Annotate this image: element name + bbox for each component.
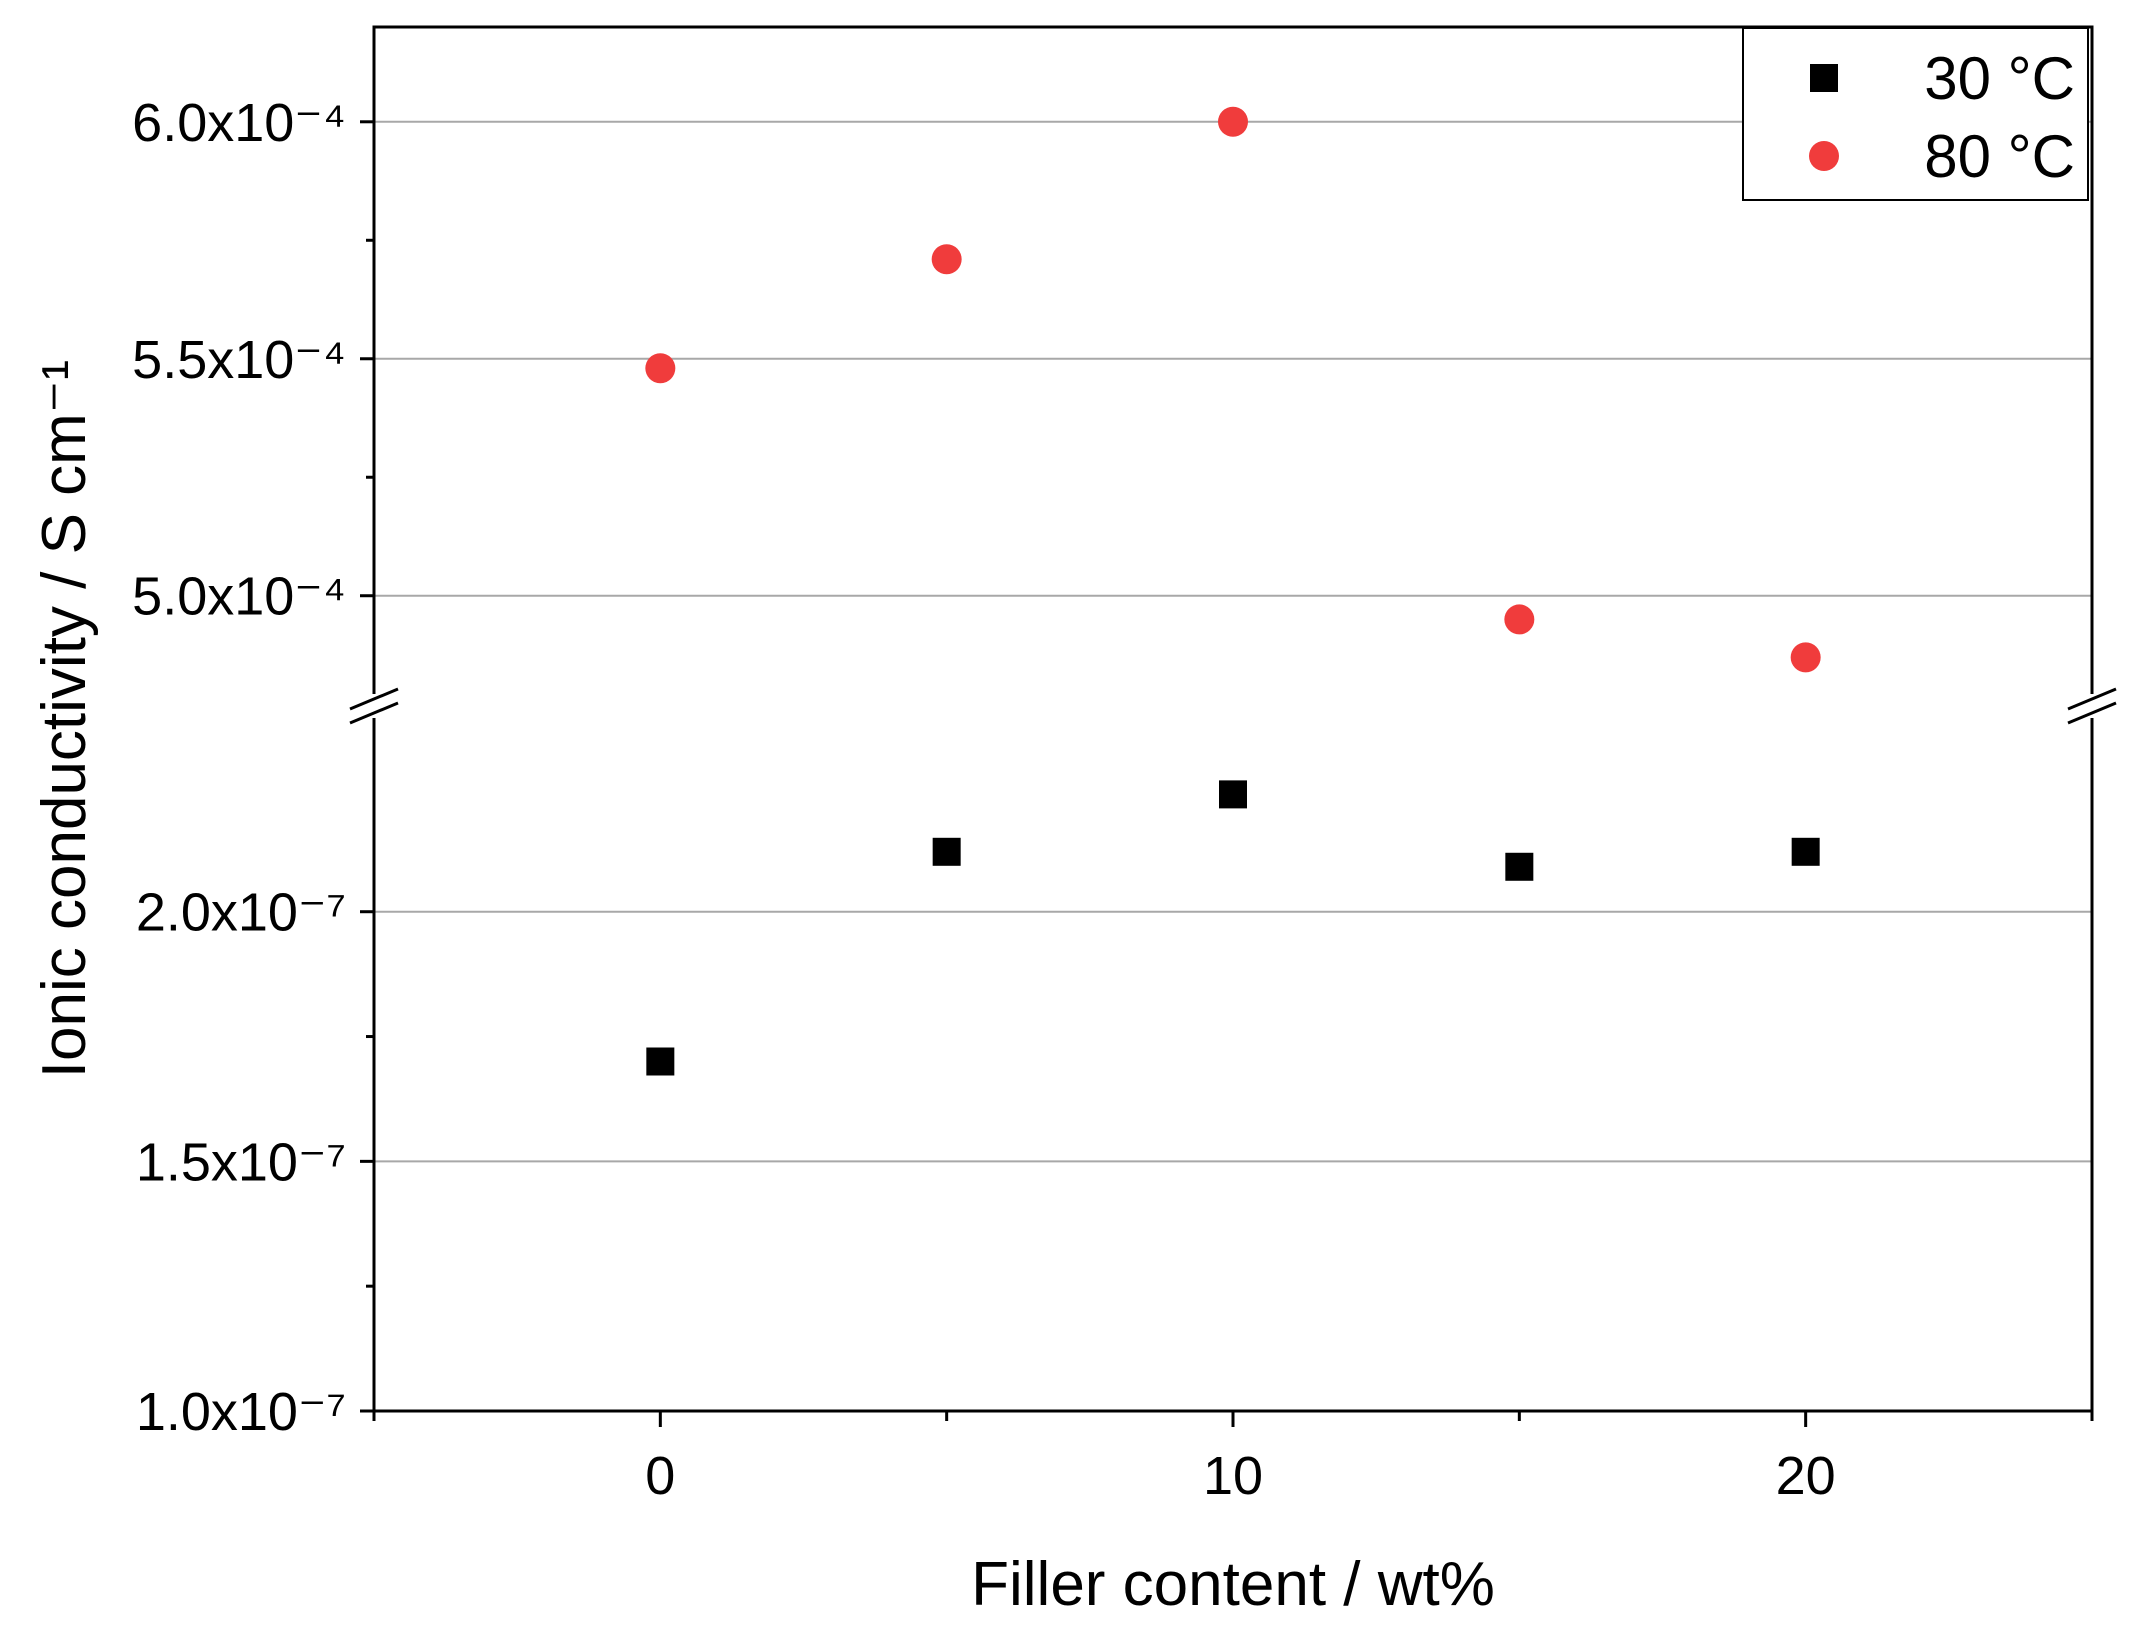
x-tick-label-2: 20 bbox=[1776, 1446, 1836, 1506]
data-point-0-4 bbox=[1791, 837, 1820, 866]
data-point-1-0 bbox=[645, 353, 676, 384]
data-point-1-2 bbox=[1218, 106, 1248, 137]
y-tick-label-upper-1: 5.5x10⁻⁴ bbox=[132, 330, 346, 390]
data-point-1-3 bbox=[1504, 604, 1535, 635]
axis-break-marks bbox=[349, 687, 2117, 725]
legend-marker-1 bbox=[1809, 141, 1839, 171]
axis-break-slash-0-0 bbox=[349, 687, 399, 711]
y-tick-label-lower-2: 2.0x10⁻⁷ bbox=[136, 883, 346, 943]
x-tick-label-1: 10 bbox=[1203, 1446, 1263, 1506]
data-point-0-1 bbox=[932, 837, 961, 866]
x-tick-label-0: 0 bbox=[645, 1446, 675, 1506]
plot-frame bbox=[372, 25, 2094, 1413]
legend-box bbox=[1742, 27, 2089, 201]
legend-label-0: 30 °C bbox=[1924, 45, 2075, 112]
data-markers bbox=[645, 106, 1821, 1076]
data-point-0-3 bbox=[1505, 852, 1534, 881]
y-axis: 5.0x10⁻⁴ 5.5x10⁻⁴ 6.0x10⁻⁴ 1.0x10⁻⁷ 1.5x10⁻⁷… bbox=[132, 93, 374, 1442]
legend-label-1: 80 °C bbox=[1924, 123, 2075, 190]
grid-lines bbox=[374, 120, 2092, 1163]
data-point-0-2 bbox=[1219, 780, 1247, 809]
x-axis-title: Filler content / wt% bbox=[971, 1550, 1495, 1619]
y-tick-label-lower-0: 1.0x10⁻⁷ bbox=[136, 1382, 346, 1442]
y-tick-label-upper-2: 6.0x10⁻⁴ bbox=[132, 93, 346, 153]
data-point-1-1 bbox=[931, 244, 962, 275]
y-tick-label-upper-0: 5.0x10⁻⁴ bbox=[132, 567, 346, 627]
axis-break-slash-0-1 bbox=[349, 701, 399, 725]
y-axis-title: Ionic conductivity / S cm⁻¹ bbox=[30, 360, 99, 1078]
data-point-0-0 bbox=[646, 1047, 675, 1076]
data-point-1-4 bbox=[1790, 642, 1821, 673]
legend: 30 °C 80 °C bbox=[1742, 27, 2089, 201]
x-axis: 0 10 20 bbox=[372, 1411, 2094, 1506]
axis-break-slash-1-0 bbox=[2067, 687, 2117, 711]
y-tick-label-lower-1: 1.5x10⁻⁷ bbox=[136, 1132, 346, 1192]
axis-break-slash-1-1 bbox=[2067, 701, 2117, 725]
legend-marker-0 bbox=[1810, 64, 1838, 92]
